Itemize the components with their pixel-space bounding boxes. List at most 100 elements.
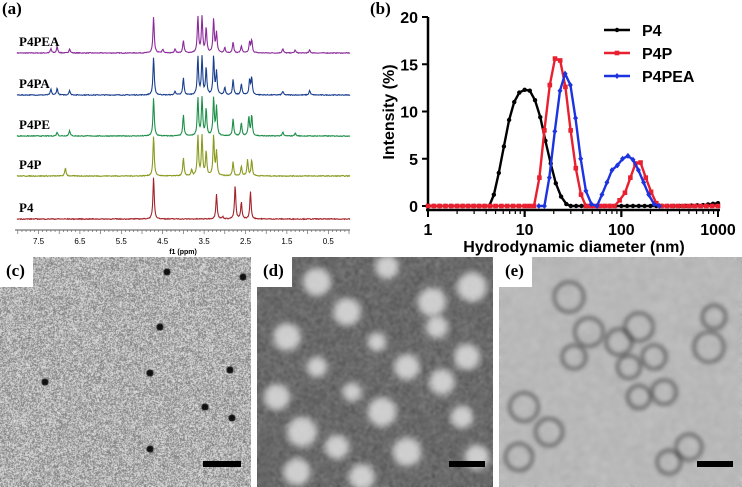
data-point	[501, 144, 507, 149]
data-point	[628, 175, 633, 180]
legend-item-p4pea: P4PEA	[604, 69, 695, 86]
x-tick-label: 2.5	[240, 237, 252, 246]
data-point	[579, 203, 584, 209]
y-tick-label: 20	[400, 10, 418, 27]
data-point	[602, 203, 608, 209]
data-point	[465, 203, 471, 209]
data-point	[537, 175, 542, 180]
data-point	[622, 190, 628, 196]
data-point	[510, 203, 516, 209]
data-point	[443, 203, 448, 209]
data-point	[617, 198, 622, 203]
data-point	[471, 203, 476, 209]
legend-label: P4P	[642, 46, 673, 63]
data-point	[594, 203, 600, 209]
data-point	[437, 203, 442, 209]
data-point	[454, 203, 460, 209]
data-point	[573, 165, 579, 171]
data-point	[614, 50, 620, 56]
data-point	[568, 203, 573, 209]
data-point	[557, 58, 563, 63]
data-point	[614, 162, 620, 169]
data-point	[583, 203, 589, 209]
data-point	[651, 201, 657, 208]
data-point	[504, 203, 510, 209]
data-point	[648, 189, 654, 195]
dls-y-axis-label: Intensity (%)	[381, 64, 398, 159]
data-point	[547, 82, 553, 88]
y-tick-label: 10	[400, 105, 418, 122]
data-point	[491, 192, 497, 197]
data-point	[542, 128, 547, 133]
data-point	[516, 203, 522, 209]
data-point	[553, 181, 559, 186]
data-point	[522, 203, 527, 209]
spectrum-label: P4PE	[19, 117, 50, 132]
y-tick-label: 5	[409, 152, 418, 169]
legend-item-p4p: P4P	[604, 46, 673, 63]
data-point	[527, 88, 532, 93]
data-point	[607, 203, 612, 209]
legend-item-p4: P4	[604, 23, 662, 40]
data-point	[493, 203, 498, 209]
data-point	[448, 203, 454, 209]
data-point	[630, 156, 636, 163]
panel-c-label: (c)	[0, 257, 33, 287]
tem-image-e: (e)	[499, 257, 742, 487]
x-tick-label: 0.5	[323, 237, 335, 246]
data-point	[546, 174, 552, 181]
data-point	[638, 160, 643, 165]
data-point	[460, 203, 465, 209]
x-tick-label: 10	[516, 222, 534, 239]
x-tick-label: 1	[424, 222, 433, 239]
legend-label: P4	[642, 23, 662, 40]
x-tick-label: 4.5	[157, 237, 169, 246]
scale-bar	[203, 461, 241, 467]
data-point	[487, 203, 493, 209]
data-point	[568, 128, 573, 133]
nmr-spectra-chart: P4PEA P4PA P4PE P4P P4 7.5 6.5 5.5 4.5 3.5 2.5 1.5…	[15, 15, 351, 256]
data-point	[425, 203, 431, 209]
nmr-x-axis-label: f1 (ppm)	[169, 249, 197, 256]
spectrum-label: P4PA	[19, 76, 50, 91]
data-point	[531, 203, 537, 209]
data-point	[496, 170, 501, 176]
data-point	[609, 167, 615, 174]
series-line	[538, 70, 660, 208]
panel-d-label: (d)	[257, 257, 292, 287]
spectrum-p4p	[16, 133, 351, 178]
data-point	[431, 203, 437, 209]
data-point	[624, 203, 630, 209]
data-point	[619, 203, 624, 209]
data-point	[567, 82, 573, 89]
data-point	[692, 203, 698, 209]
spectrum-p4pea	[16, 15, 351, 55]
spectrum-p4pa	[17, 55, 351, 97]
data-point	[686, 203, 692, 209]
data-point	[573, 203, 579, 209]
dls-chart: 0 5 10 15 20 1 10 100 1000 P4 P4P P4PEA Intensity …	[381, 10, 736, 256]
data-point	[517, 90, 522, 95]
data-point	[476, 203, 482, 209]
data-point	[709, 203, 715, 209]
x-tick-label: 1000	[700, 222, 736, 239]
data-point	[664, 203, 670, 209]
data-point	[698, 203, 703, 209]
data-point	[499, 203, 504, 209]
data-point	[563, 84, 568, 90]
data-point	[522, 87, 527, 92]
x-tick-label: 7.5	[33, 237, 45, 246]
x-tick-label: 6.5	[74, 237, 86, 246]
data-point	[573, 115, 579, 122]
legend-label: P4PEA	[642, 69, 695, 86]
data-point	[552, 56, 558, 61]
spectrum-p4	[16, 177, 351, 221]
dls-x-axis-label: Hydrodynamic diameter (nm)	[463, 239, 684, 256]
data-point	[648, 203, 653, 209]
data-point	[636, 203, 641, 209]
data-point	[599, 191, 605, 198]
data-point	[597, 203, 603, 209]
data-point	[536, 203, 542, 209]
data-point	[583, 187, 589, 194]
data-point	[620, 155, 626, 162]
